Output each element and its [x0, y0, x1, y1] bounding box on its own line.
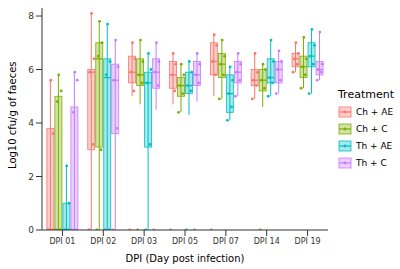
svg-text:DPI 01: DPI 01	[49, 237, 75, 246]
svg-text:Log10 cfu/g of faeces: Log10 cfu/g of faeces	[7, 62, 18, 170]
svg-text:8: 8	[28, 11, 34, 21]
svg-text:DPI 14: DPI 14	[254, 237, 280, 246]
svg-text:4: 4	[28, 118, 34, 128]
svg-text:DPI 07: DPI 07	[213, 237, 239, 246]
svg-text:DPI (Day post infection): DPI (Day post infection)	[126, 253, 245, 264]
svg-text:6: 6	[28, 65, 34, 75]
html-text:Ch + C: Ch + C	[356, 124, 388, 134]
html-text:Th + AE: Th + AE	[356, 141, 393, 151]
svg-text:2: 2	[28, 172, 34, 182]
html-text:Treatment: Treatment	[338, 88, 394, 101]
html-text:Th + C: Th + C	[356, 158, 387, 168]
svg-text:DPI 19: DPI 19	[295, 237, 321, 246]
svg-text:0: 0	[28, 225, 34, 235]
svg-text:DPI 03: DPI 03	[131, 237, 157, 246]
html-text:Ch + AE: Ch + AE	[356, 107, 394, 117]
svg-text:DPI 02: DPI 02	[90, 237, 116, 246]
svg-text:DPI 05: DPI 05	[172, 237, 198, 246]
